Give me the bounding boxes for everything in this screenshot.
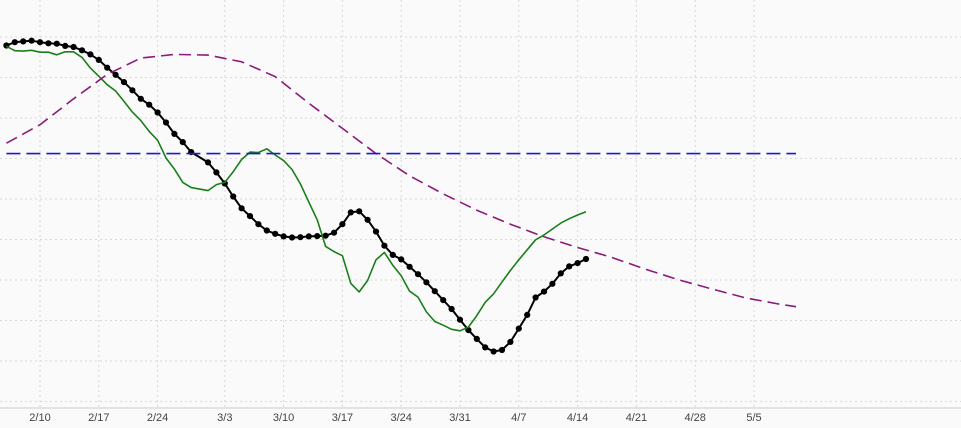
data-point-black — [120, 79, 128, 86]
data-point-black — [381, 242, 388, 249]
data-point-black — [70, 43, 77, 51]
x-tick-label: 2/17 — [88, 412, 109, 424]
data-point-black — [322, 232, 329, 239]
data-point-black — [473, 335, 480, 342]
data-point-black — [456, 316, 464, 323]
data-point-black — [221, 180, 228, 187]
x-tick-label: 4/14 — [567, 412, 588, 424]
data-point-black — [372, 228, 380, 235]
x-tick-label: 3/3 — [217, 412, 232, 424]
data-point-black — [238, 205, 245, 212]
x-tick-label: 2/24 — [147, 412, 168, 424]
x-tick-labels: 2/10 2/17 2/24 3/3 3/10 3/17 3/24 3/31 4/7 4/14 4/… — [29, 412, 761, 424]
data-point-black — [246, 213, 254, 220]
data-point-black — [78, 47, 86, 54]
data-point-black — [213, 169, 220, 176]
data-point-black — [490, 348, 497, 355]
data-point-black — [448, 305, 455, 313]
series-line-green — [6, 45, 587, 332]
x-tick-label: 3/10 — [273, 412, 294, 424]
data-point-black — [272, 230, 279, 237]
data-point-black — [524, 311, 531, 318]
data-point-black — [104, 64, 111, 71]
data-point-black — [305, 233, 312, 240]
data-point-black — [255, 221, 262, 228]
data-point-black — [28, 37, 35, 44]
data-point-black — [204, 159, 212, 166]
data-point-black — [515, 325, 522, 332]
data-point-black — [532, 294, 539, 301]
x-tick-label: 3/24 — [390, 412, 411, 424]
data-point-black — [45, 40, 52, 47]
data-point-black — [339, 221, 346, 228]
data-point-black — [540, 288, 548, 295]
data-point-black — [498, 346, 506, 354]
x-tick-label: 3/17 — [332, 412, 353, 424]
data-point-black — [507, 338, 514, 345]
x-tick-label: 5/5 — [746, 412, 761, 424]
data-point-black — [574, 260, 581, 267]
x-tick-label: 3/31 — [449, 412, 470, 424]
x-tick-label: 2/10 — [29, 412, 50, 424]
data-point-black — [87, 51, 94, 58]
data-point-black — [20, 38, 27, 45]
data-point-black — [566, 263, 573, 270]
data-point-black — [280, 233, 287, 240]
data-point-black — [62, 42, 69, 50]
data-point-black — [364, 216, 371, 223]
data-point-black — [440, 297, 447, 304]
data-point-black — [230, 193, 237, 200]
data-point-black — [431, 288, 438, 295]
data-point-black — [582, 255, 590, 263]
data-point-black — [398, 256, 405, 263]
data-point-black — [557, 270, 564, 277]
series-line-black — [6, 39, 587, 353]
series-group — [3, 37, 797, 355]
grid-lines — [0, 0, 961, 408]
data-point-black — [171, 130, 178, 137]
data-point-black — [146, 101, 153, 108]
data-point-black — [423, 279, 430, 286]
data-point-black — [288, 234, 296, 241]
data-point-black — [549, 280, 556, 287]
data-point-black — [53, 40, 60, 47]
data-point-black — [482, 344, 489, 351]
data-point-black — [162, 119, 170, 126]
x-tick-label: 4/21 — [626, 412, 647, 424]
x-tick-label: 4/28 — [684, 412, 705, 424]
data-point-black — [414, 271, 422, 278]
data-point-black — [179, 139, 186, 146]
data-point-black — [154, 109, 161, 116]
data-point-black — [389, 251, 396, 258]
data-point-black — [112, 71, 119, 78]
data-point-black — [11, 39, 18, 46]
data-point-black — [95, 56, 102, 64]
data-point-black — [297, 234, 304, 241]
data-point-black — [314, 233, 321, 240]
data-point-black — [263, 227, 270, 234]
x-tick-label: 4/7 — [511, 412, 526, 424]
data-point-black — [406, 263, 413, 270]
data-point-black — [36, 39, 44, 46]
data-point-black — [347, 209, 354, 216]
data-point-black — [129, 87, 136, 94]
data-point-black — [330, 229, 338, 236]
data-point-black — [137, 95, 144, 102]
data-point-black — [356, 208, 363, 215]
